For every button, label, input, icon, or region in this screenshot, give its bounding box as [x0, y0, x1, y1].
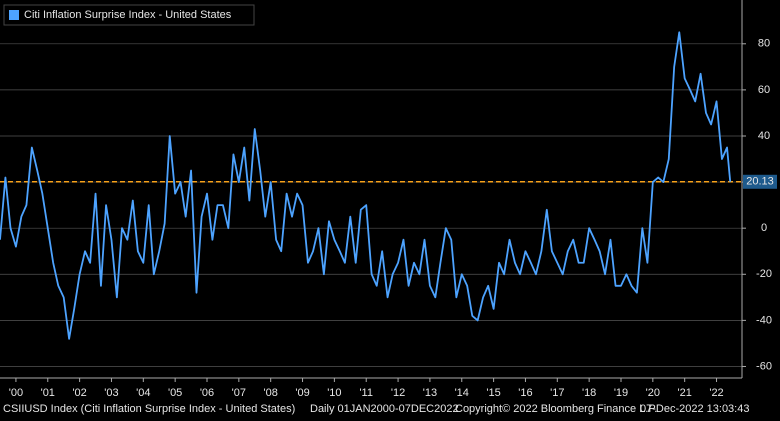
- x-tick-label: '20: [646, 387, 660, 399]
- y-tick-label: 0: [761, 222, 767, 234]
- x-tick-label: '12: [391, 387, 405, 399]
- x-tick-label: '22: [709, 387, 723, 399]
- x-tick-label: '11: [359, 387, 373, 399]
- x-tick-label: '10: [327, 387, 341, 399]
- x-tick-label: '03: [104, 387, 118, 399]
- x-tick-label: '13: [423, 387, 437, 399]
- reference-label: 20.13: [746, 176, 774, 188]
- y-tick-label: -60: [756, 360, 772, 372]
- x-tick-label: '09: [295, 387, 309, 399]
- x-tick-label: '19: [614, 387, 628, 399]
- x-tick-label: '08: [264, 387, 278, 399]
- x-tick-label: '06: [200, 387, 214, 399]
- reference-label-box: [743, 174, 777, 189]
- footer-text: Daily 01JAN2000-07DEC2022: [310, 403, 459, 415]
- y-tick-label: 80: [758, 38, 770, 50]
- x-tick-label: '15: [486, 387, 500, 399]
- x-tick-label: '01: [41, 387, 55, 399]
- x-tick-label: '14: [455, 387, 469, 399]
- x-tick-label: '21: [678, 387, 692, 399]
- footer-text: 07-Dec-2022 13:03:43: [640, 403, 749, 415]
- series-line: [0, 31, 732, 340]
- x-tick-label: '05: [168, 387, 182, 399]
- x-tick-label: '17: [550, 387, 564, 399]
- y-tick-label: 40: [758, 130, 770, 142]
- x-tick-label: '04: [136, 387, 150, 399]
- x-tick-label: '18: [582, 387, 596, 399]
- x-tick-label: '00: [9, 387, 23, 399]
- footer-text: CSIIUSD Index (Citi Inflation Surprise I…: [3, 403, 295, 415]
- y-tick-label: 60: [758, 84, 770, 96]
- y-tick-label: -40: [756, 314, 772, 326]
- x-tick-label: '07: [232, 387, 246, 399]
- y-tick-label: -20: [756, 268, 772, 280]
- x-tick-label: '02: [72, 387, 86, 399]
- legend-swatch: [9, 10, 19, 20]
- chart-title: Citi Inflation Surprise Index - United S…: [24, 9, 232, 21]
- legend-box: [3, 4, 255, 26]
- footer-text: Copyright© 2022 Bloomberg Finance L.P.: [455, 403, 657, 415]
- x-tick-label: '16: [518, 387, 532, 399]
